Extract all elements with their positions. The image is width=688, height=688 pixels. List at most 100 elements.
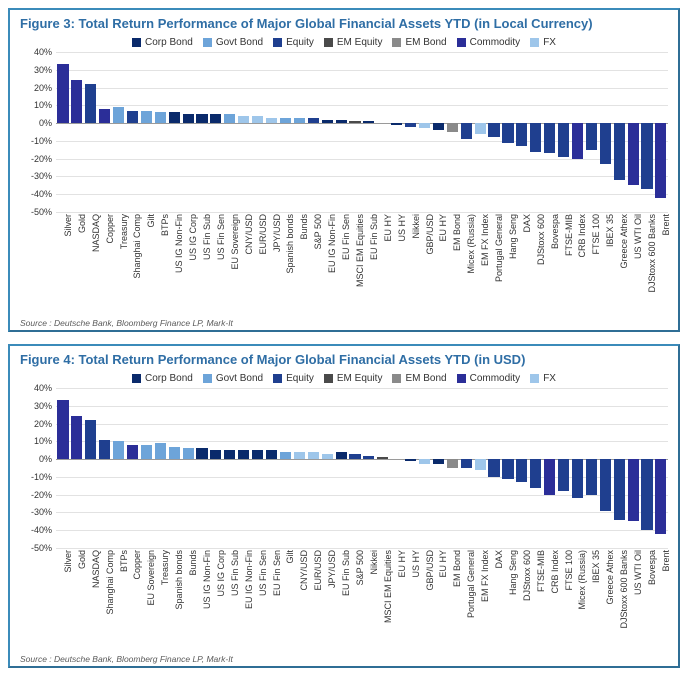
legend-swatch	[530, 38, 539, 47]
bar-column	[84, 388, 98, 548]
x-axis-labels: SilverGoldNASDAQCopperTreasuryShanghai C…	[56, 212, 668, 316]
bars	[56, 388, 668, 548]
x-label: Greece Athex	[598, 548, 612, 652]
bar	[433, 459, 444, 464]
bar	[628, 459, 639, 521]
x-label: Portugal General	[459, 548, 473, 652]
bar-column	[445, 388, 459, 548]
bar	[600, 123, 611, 164]
bar-column	[376, 388, 390, 548]
x-label: US HY	[390, 212, 404, 316]
y-tick-label: 20%	[20, 83, 52, 93]
bar-column	[376, 52, 390, 212]
legend-label: Corp Bond	[145, 37, 193, 48]
x-label: Brent	[654, 548, 668, 652]
bar	[99, 440, 110, 460]
legend-swatch	[132, 38, 141, 47]
x-label: US Fin Sub	[195, 212, 209, 316]
x-label: Treasury	[153, 548, 167, 652]
bar	[85, 84, 96, 123]
bar	[224, 114, 235, 123]
legend-label: Equity	[286, 37, 314, 48]
legend-item-commodity: Commodity	[457, 373, 521, 384]
x-label: EM FX Index	[473, 212, 487, 316]
legend-item-em_bond: EM Bond	[392, 37, 446, 48]
x-label: Micex (Russia)	[459, 212, 473, 316]
bar-column	[320, 388, 334, 548]
bar-column	[598, 388, 612, 548]
legend-item-commodity: Commodity	[457, 37, 521, 48]
x-label: S&P 500	[348, 548, 362, 652]
legend-label: EM Equity	[337, 37, 383, 48]
legend-swatch	[324, 38, 333, 47]
bar	[266, 118, 277, 123]
y-tick-label: 30%	[20, 65, 52, 75]
x-label: CNY/USD	[237, 212, 251, 316]
bar-column	[390, 388, 404, 548]
bar	[336, 452, 347, 459]
figure-title: Figure 4: Total Return Performance of Ma…	[20, 352, 668, 367]
bar	[349, 454, 360, 459]
bar	[586, 123, 597, 150]
bar	[558, 123, 569, 157]
bar-column	[445, 52, 459, 212]
y-axis: 40%30%20%10%0%-10%-20%-30%-40%-50%	[20, 388, 52, 548]
x-label: S&P 500	[306, 212, 320, 316]
bar	[210, 114, 221, 123]
bar	[558, 459, 569, 491]
bar	[544, 459, 555, 495]
x-label: BTPs	[112, 548, 126, 652]
legend-swatch	[392, 38, 401, 47]
bar-column	[98, 52, 112, 212]
legend-swatch	[392, 374, 401, 383]
legend-item-fx: FX	[530, 37, 556, 48]
x-label-text: Brent	[661, 550, 671, 572]
bar	[475, 123, 486, 134]
legend-label: EM Equity	[337, 373, 383, 384]
bar-column	[501, 388, 515, 548]
bar	[544, 123, 555, 153]
plot	[56, 52, 668, 212]
bar-column	[70, 52, 84, 212]
legend-item-equity: Equity	[273, 37, 314, 48]
x-label: US IG Non-Fin	[167, 212, 181, 316]
bar-column	[557, 52, 571, 212]
bar-column	[292, 388, 306, 548]
x-label: GBP/USD	[418, 548, 432, 652]
bar-column	[598, 52, 612, 212]
bar-column	[584, 388, 598, 548]
source-line: Source : Deutsche Bank, Bloomberg Financ…	[20, 318, 668, 328]
x-label: FTSE 100	[584, 212, 598, 316]
bar	[141, 445, 152, 459]
x-label: Silver	[56, 212, 70, 316]
x-label: EM Bond	[445, 212, 459, 316]
y-tick-label: -50%	[20, 543, 52, 553]
bar-column	[195, 52, 209, 212]
bar-column	[473, 388, 487, 548]
bar-column	[404, 52, 418, 212]
y-tick-label: 0%	[20, 454, 52, 464]
bar-column	[139, 388, 153, 548]
bar	[433, 123, 444, 130]
bar	[572, 123, 583, 159]
x-label: EU HY	[390, 548, 404, 652]
bar	[419, 459, 430, 464]
bar	[71, 80, 82, 123]
bar	[614, 123, 625, 180]
bar	[516, 123, 527, 146]
legend: Corp BondGovt BondEquityEM EquityEM Bond…	[20, 373, 668, 384]
page-root: Figure 3: Total Return Performance of Ma…	[8, 8, 680, 668]
bar-column	[654, 388, 668, 548]
x-label: EUR/USD	[306, 548, 320, 652]
bar-column	[640, 52, 654, 212]
bar	[461, 459, 472, 468]
figure-title: Figure 3: Total Return Performance of Ma…	[20, 16, 668, 31]
x-label: FTSE-MIB	[529, 548, 543, 652]
bar	[113, 107, 124, 123]
bar	[196, 448, 207, 459]
x-label: FTSE 100	[557, 548, 571, 652]
bar-column	[418, 388, 432, 548]
bar-column	[418, 52, 432, 212]
bar	[280, 118, 291, 123]
x-label: EU Sovereign	[139, 548, 153, 652]
